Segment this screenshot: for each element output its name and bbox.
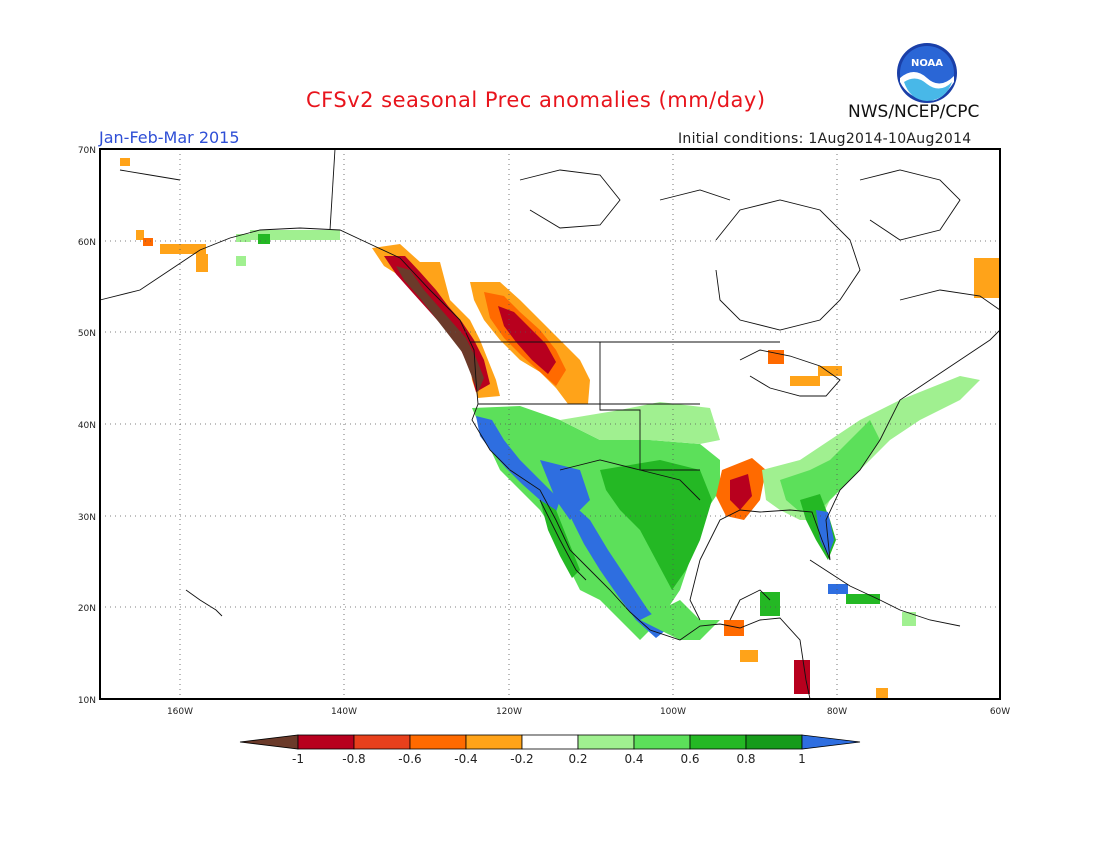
colorbar-label: 0.8 (736, 752, 755, 766)
shade-positive-extreme (816, 510, 834, 556)
shade-positive-dark (760, 592, 780, 616)
lon-label: 160W (167, 707, 193, 717)
shade-negative-light (818, 366, 842, 376)
shade-positive-dark (600, 460, 712, 590)
colorbar-label: -1 (292, 752, 304, 766)
shade-negative-extreme (396, 266, 484, 392)
shade-positive-light (902, 612, 916, 626)
lat-labels: 70N 60N 50N 40N 30N 20N 10N (78, 146, 96, 706)
colorbar-label: -0.4 (454, 752, 477, 766)
agency-label: NWS/NCEP/CPC (848, 102, 980, 122)
shade-negative-light (136, 230, 144, 240)
map-area (99, 148, 1001, 700)
colorbar-label: 0.6 (680, 752, 699, 766)
colorbar-label: -0.8 (342, 752, 365, 766)
lon-label: 120W (496, 707, 522, 717)
colorbar-bin (409, 734, 467, 750)
colorbar-bin (801, 734, 861, 750)
shade-negative-light (120, 158, 130, 166)
colorbar-bin (577, 734, 635, 750)
shade-negative-mid (724, 620, 744, 636)
lon-label: 60W (990, 707, 1010, 717)
colorbar-bin (745, 734, 803, 750)
colorbar-label: -0.2 (510, 752, 533, 766)
colorbar-label: 0.4 (624, 752, 643, 766)
shade-positive-dark (846, 594, 880, 604)
lat-label: 30N (78, 513, 96, 523)
colorbar: -1 -0.8 -0.6 -0.4 -0.2 0.2 0.4 0.6 0.8 1 (239, 734, 861, 766)
colorbar-bin (353, 734, 411, 750)
lat-label: 10N (78, 696, 96, 706)
forecast-period: Jan-Feb-Mar 2015 (99, 128, 240, 147)
colorbar-label: 0.2 (568, 752, 587, 766)
shade-negative-light (790, 376, 820, 386)
shade-positive-mid (640, 600, 720, 640)
shade-negative-dark (498, 306, 556, 374)
shade-positive-light (250, 230, 340, 240)
shade-negative-dark (384, 256, 490, 392)
shade-positive-light (236, 256, 246, 266)
coastlines (99, 148, 1001, 700)
shade-positive-light (236, 234, 250, 242)
colorbar-label: -0.6 (398, 752, 421, 766)
lat-label: 60N (78, 238, 96, 248)
shade-negative-dark (794, 660, 810, 694)
shade-negative-mid (768, 350, 784, 364)
noaa-logo-icon: NOAA (897, 43, 957, 103)
shade-positive-dark (258, 234, 270, 244)
colorbar-bin (465, 734, 523, 750)
shade-negative-light (876, 688, 888, 698)
lat-label: 50N (78, 329, 96, 339)
lat-label: 20N (78, 604, 96, 614)
shade-positive-mid (780, 420, 880, 512)
shade-negative-dark (730, 474, 752, 510)
colorbar-bin (521, 734, 579, 750)
shade-positive-extreme (476, 416, 560, 512)
shade-negative-light (196, 254, 208, 272)
map-frame (99, 148, 1001, 700)
colorbar-bin (297, 734, 355, 750)
colorbar-bin (633, 734, 691, 750)
shade-negative-light (974, 258, 1000, 298)
colorbar-bin (689, 734, 747, 750)
shade-negative-mid (143, 238, 153, 246)
shade-positive-extreme (568, 500, 666, 638)
lat-label: 70N (78, 146, 96, 156)
shade-negative-light (160, 244, 206, 254)
graticule (100, 149, 1000, 699)
colorbar-bin (239, 734, 299, 750)
initial-conditions: Initial conditions: 1Aug2014-10Aug2014 (678, 131, 972, 147)
lat-label: 40N (78, 421, 96, 431)
map-title: CFSv2 seasonal Prec anomalies (mm/day) (306, 88, 766, 112)
logo-text: NOAA (911, 58, 943, 69)
shade-positive-extreme (540, 460, 590, 520)
lon-label: 140W (331, 707, 357, 717)
colorbar-label: 1 (798, 752, 806, 766)
lon-label: 100W (660, 707, 686, 717)
anomaly-shading (120, 158, 1000, 698)
shade-negative-light (740, 650, 758, 662)
lon-label: 80W (827, 707, 847, 717)
lon-labels: 160W 140W 120W 100W 80W 60W (167, 707, 1010, 717)
shade-positive-extreme (828, 584, 848, 594)
